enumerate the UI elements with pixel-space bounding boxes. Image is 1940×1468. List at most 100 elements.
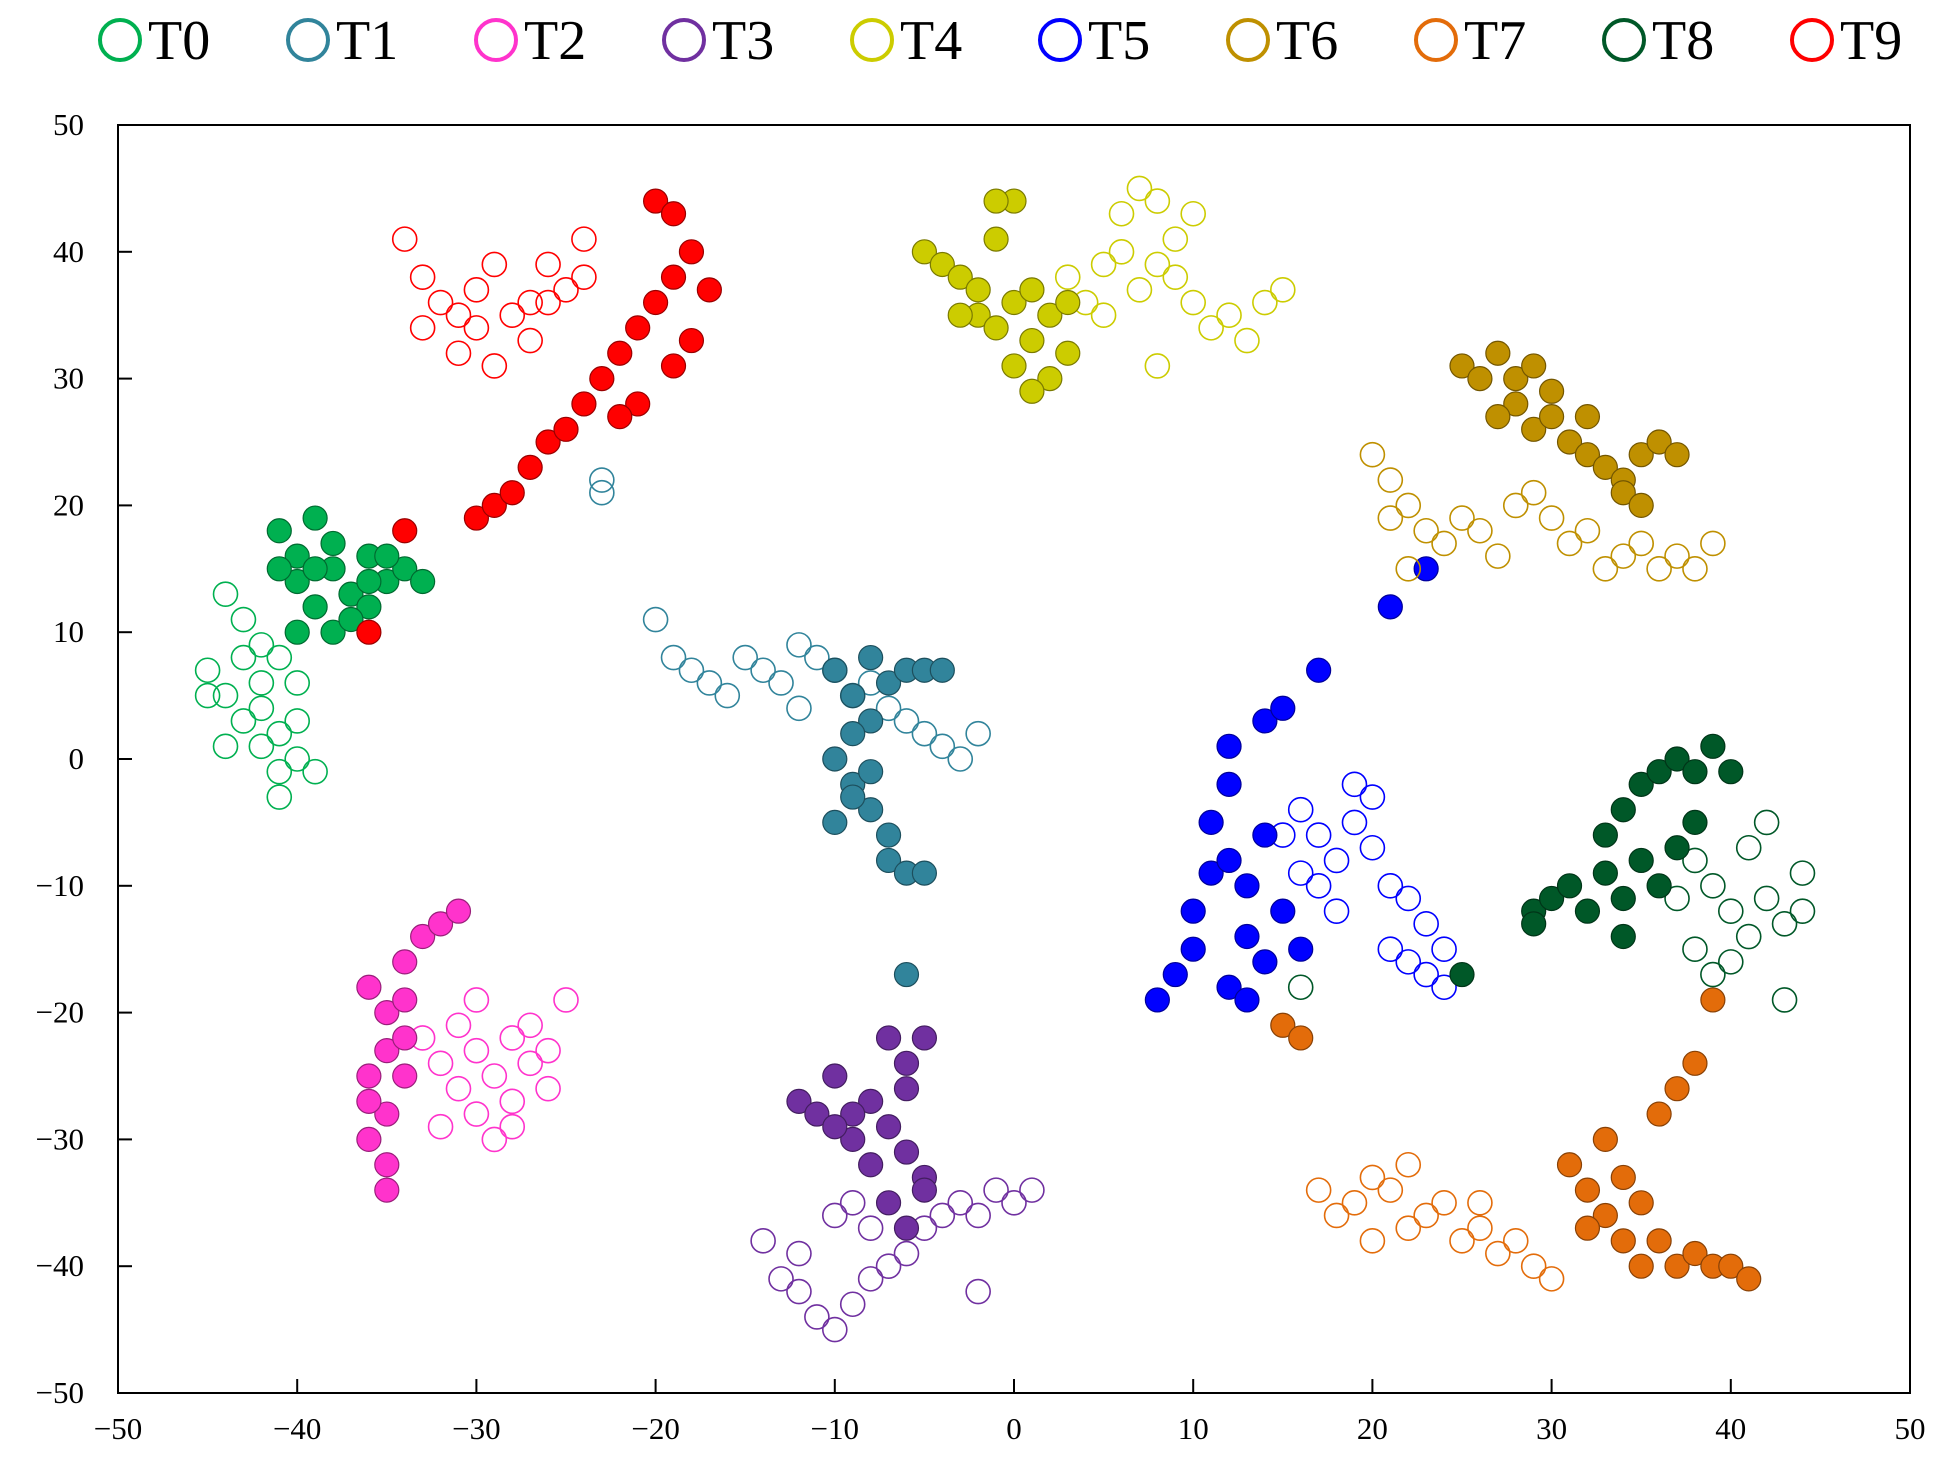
point-filled-t1 [840, 682, 866, 709]
point-hollow-t8 [1718, 898, 1744, 924]
point-hollow-t0 [194, 682, 221, 709]
point-hollow-t6 [1502, 492, 1529, 519]
point-filled-t0 [284, 543, 310, 569]
legend-marker [1038, 18, 1082, 62]
point-filled-t3 [911, 1177, 938, 1203]
point-hollow-t1 [660, 644, 687, 671]
point-filled-t8 [1646, 873, 1672, 899]
point-filled-t8 [1538, 885, 1565, 912]
point-filled-t9 [660, 264, 687, 290]
point-filled-t7 [1556, 1152, 1583, 1178]
point-filled-t0 [302, 505, 328, 531]
point-hollow-t2 [535, 1075, 561, 1102]
x-tick-label: 50 [1895, 1411, 1926, 1446]
x-tick-label: 0 [1006, 1411, 1022, 1446]
point-hollow-t7 [1467, 1190, 1493, 1216]
point-filled-t8 [1682, 809, 1708, 836]
point-filled-t5 [1252, 822, 1278, 848]
point-hollow-t0 [248, 695, 275, 722]
point-hollow-t4 [1162, 264, 1189, 290]
x-tick-label: −10 [811, 1411, 859, 1446]
y-tick-label: 0 [69, 741, 85, 776]
point-filled-t8 [1664, 835, 1690, 861]
point-hollow-t4 [1108, 239, 1135, 265]
point-filled-t7 [1718, 1253, 1744, 1279]
point-hollow-t1 [768, 670, 794, 696]
point-hollow-t0 [212, 733, 239, 760]
point-filled-t4 [911, 239, 938, 265]
point-hollow-t5 [1377, 936, 1404, 963]
legend-marker [286, 18, 330, 62]
point-hollow-t1 [714, 682, 741, 709]
point-hollow-t8 [1771, 911, 1798, 937]
point-filled-t0 [338, 581, 364, 607]
point-filled-t0 [410, 568, 436, 595]
point-filled-t2 [374, 1177, 400, 1203]
point-filled-t9 [660, 353, 687, 379]
point-hollow-t5 [1305, 822, 1332, 848]
point-filled-t1 [822, 746, 848, 772]
point-filled-t2 [392, 1025, 418, 1051]
point-filled-t2 [374, 1152, 400, 1178]
point-hollow-t3 [839, 1190, 866, 1216]
point-hollow-t1 [947, 746, 974, 772]
point-filled-t8 [1449, 961, 1475, 988]
point-filled-t2 [392, 949, 418, 975]
point-filled-t5 [1270, 898, 1296, 924]
point-filled-t3 [822, 1114, 848, 1140]
legend-item-t8: T8 [1602, 10, 1714, 72]
point-hollow-t0 [194, 657, 221, 684]
legend-label: T6 [1276, 10, 1338, 72]
legend-marker [474, 18, 518, 62]
point-filled-t2 [356, 1088, 382, 1114]
point-filled-t9 [589, 366, 615, 392]
point-filled-t6 [1628, 442, 1654, 468]
point-hollow-t4 [1108, 200, 1135, 227]
point-hollow-t1 [911, 720, 938, 747]
legend-item-t2: T2 [474, 10, 586, 72]
point-hollow-t9 [517, 327, 543, 354]
point-filled-t9 [607, 404, 633, 430]
point-filled-t3 [804, 1101, 830, 1127]
point-hollow-t8 [1789, 898, 1816, 924]
point-filled-t4 [1037, 366, 1063, 392]
point-filled-t3 [840, 1126, 866, 1153]
point-filled-t6 [1592, 454, 1618, 480]
point-filled-t4 [1055, 289, 1081, 316]
legend-item-t3: T3 [662, 10, 774, 72]
point-hollow-t6 [1431, 530, 1457, 557]
point-filled-t1 [858, 759, 884, 785]
point-hollow-t6 [1359, 441, 1386, 468]
point-hollow-t3 [965, 1278, 991, 1305]
point-filled-t7 [1682, 1050, 1708, 1076]
point-hollow-t3 [786, 1278, 812, 1305]
point-hollow-t4 [1144, 251, 1171, 278]
point-filled-t2 [374, 1038, 400, 1064]
y-tick-label: 20 [53, 487, 84, 522]
point-filled-t3 [822, 1063, 848, 1089]
point-filled-t6 [1485, 340, 1511, 366]
point-hollow-t2 [463, 1037, 490, 1064]
point-hollow-t0 [248, 733, 275, 760]
point-hollow-t6 [1574, 517, 1601, 544]
point-filled-t8 [1610, 923, 1636, 950]
point-hollow-t5 [1287, 796, 1314, 823]
series-t6 [1359, 340, 1726, 582]
point-filled-t1 [875, 822, 902, 848]
point-hollow-t3 [875, 1253, 902, 1279]
legend-item-t4: T4 [850, 10, 962, 72]
point-hollow-t7 [1485, 1240, 1511, 1267]
point-hollow-t2 [517, 1050, 543, 1077]
point-filled-t5 [1162, 961, 1188, 988]
point-hollow-t0 [230, 606, 257, 633]
point-filled-t8 [1682, 759, 1708, 785]
point-hollow-t2 [517, 1012, 543, 1039]
point-hollow-t3 [893, 1240, 920, 1267]
point-hollow-t0 [284, 670, 311, 696]
point-filled-t0 [392, 556, 418, 582]
point-filled-t6 [1538, 404, 1565, 430]
point-filled-t9 [625, 391, 651, 417]
point-filled-t9 [696, 277, 722, 303]
point-filled-t5 [1288, 936, 1314, 962]
point-hollow-t7 [1502, 1228, 1529, 1254]
